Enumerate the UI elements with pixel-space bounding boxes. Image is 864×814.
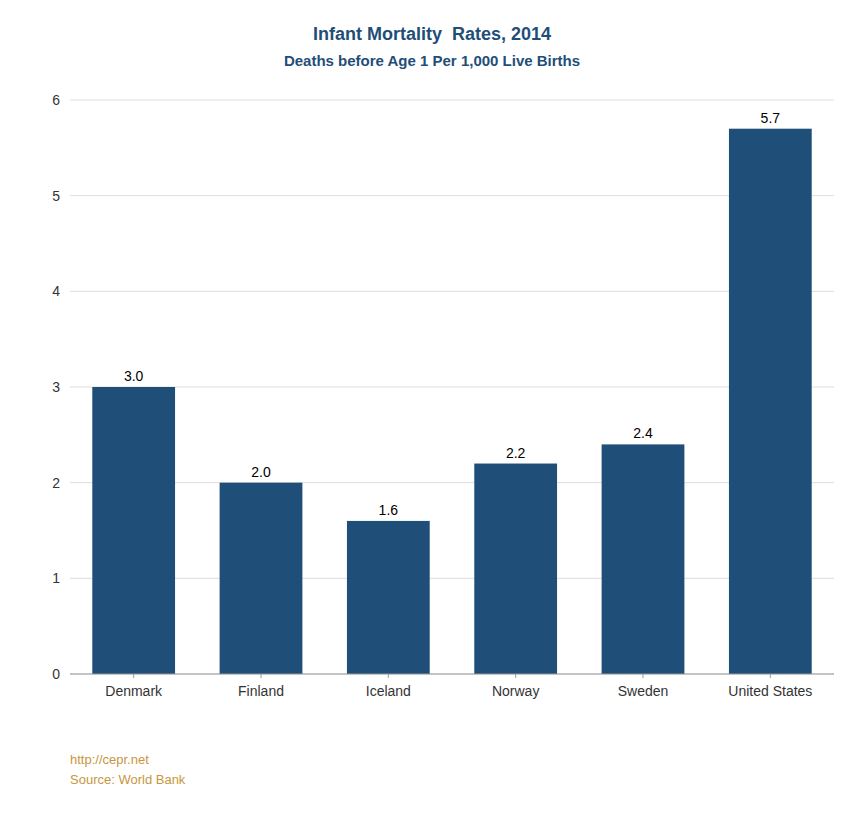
x-tick	[133, 674, 134, 678]
title: Infant Mortality Rates, 2014	[313, 24, 551, 44]
y-tick-label: 6	[52, 92, 60, 108]
bars	[92, 129, 811, 674]
y-tick-label: 0	[52, 666, 60, 682]
chart-container: Infant Mortality Rates, 2014 Deaths befor…	[0, 0, 864, 814]
bar	[92, 387, 175, 674]
data-label: 2.4	[633, 425, 653, 441]
data-label: 5.7	[761, 110, 781, 126]
y-tick-label: 4	[52, 283, 60, 299]
grid-line	[70, 387, 834, 388]
x-tick-label: Finland	[238, 683, 284, 699]
x-tick-label: Sweden	[618, 683, 669, 699]
subtitle: Deaths before Age 1 Per 1,000 Live Birth…	[284, 52, 580, 69]
x-axis: Denmark Finland Iceland Norway Sweden United …	[70, 674, 834, 699]
y-axis: 0 1 2 3 4 5 6	[52, 92, 834, 682]
bar	[474, 464, 557, 674]
bar	[347, 521, 430, 674]
grid-line	[70, 482, 834, 483]
bar	[220, 483, 303, 674]
data-labels: 3.0 2.0 1.6 2.2 2.4 5.7	[124, 110, 780, 518]
x-tick-label: United States	[728, 683, 812, 699]
grid-line	[70, 291, 834, 292]
grid-line	[70, 674, 834, 675]
x-tick-label: Norway	[492, 683, 539, 699]
data-label: 2.2	[506, 445, 526, 461]
data-label: 1.6	[379, 502, 399, 518]
x-tick	[388, 674, 389, 678]
data-label: 3.0	[124, 368, 144, 384]
x-tick-label: Denmark	[105, 683, 163, 699]
y-tick-label: 2	[52, 475, 60, 491]
data-label: 2.0	[251, 464, 271, 480]
bar	[729, 129, 812, 674]
bar	[602, 444, 685, 674]
x-tick	[515, 674, 516, 678]
x-tick	[261, 674, 262, 678]
grid-line	[70, 100, 834, 101]
footnote: Source: World Bank	[70, 772, 186, 787]
x-tick	[643, 674, 644, 678]
y-tick-label: 1	[52, 570, 60, 586]
x-tick	[770, 674, 771, 678]
x-tick-label: Iceland	[366, 683, 411, 699]
grid-line	[70, 578, 834, 579]
chart-svg: Infant Mortality Rates, 2014 Deaths befor…	[0, 0, 864, 814]
y-tick-label: 5	[52, 188, 60, 204]
footnote: http://cepr.net	[70, 752, 149, 767]
footnotes: http://cepr.net Source: World Bank	[70, 752, 186, 787]
y-tick-label: 3	[52, 379, 60, 395]
x-axis-line	[70, 674, 834, 675]
grid-line	[70, 195, 834, 196]
